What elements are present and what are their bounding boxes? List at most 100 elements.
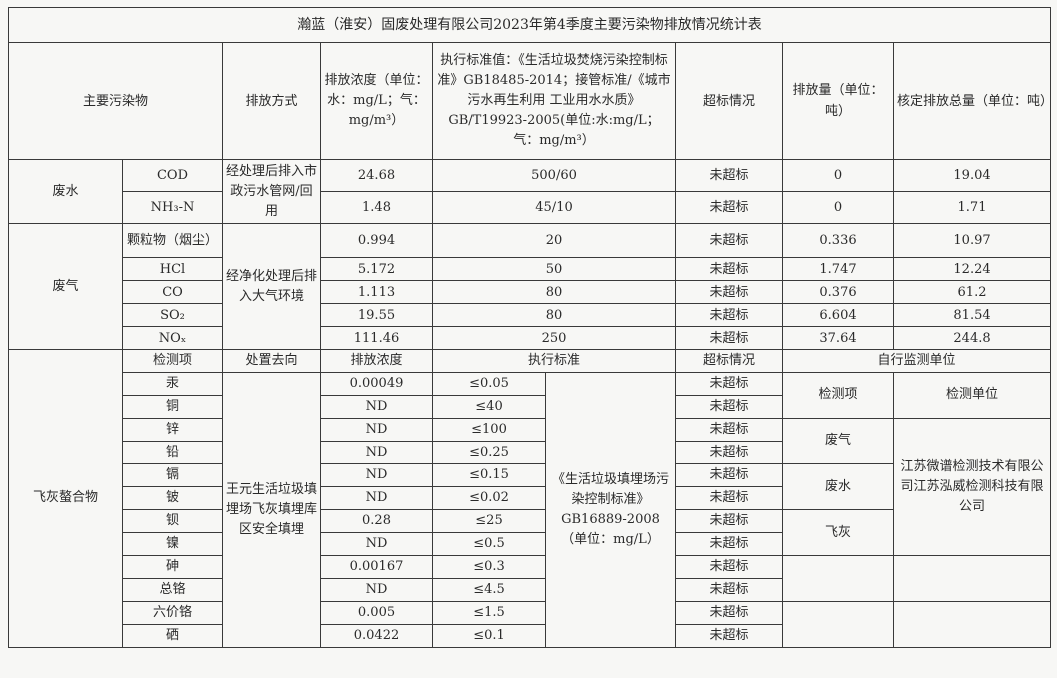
exceed-status: 未超标: [675, 509, 783, 534]
test-item: 砷: [122, 555, 223, 579]
approved-total: 61.2: [892, 280, 1052, 304]
emission-amount: 6.604: [782, 303, 894, 327]
empty-cell: [782, 555, 894, 602]
concentration: ND: [320, 532, 433, 557]
limit-value: ≤0.5: [432, 532, 546, 557]
test-item: 镉: [122, 463, 223, 488]
empty-cell: [892, 555, 1052, 602]
test-item: 总铬: [122, 577, 223, 602]
standard-value: 80: [432, 280, 676, 304]
table-row: CO 1.113 80 未超标 0.376 61.2: [9, 280, 1052, 304]
pollutant-item: 颗粒物（烟尘）: [122, 223, 223, 258]
approved-total: 19.04: [892, 159, 1052, 192]
standard-value: 250: [432, 326, 676, 350]
table-row: 汞王元生活垃圾填埋场飞灰填埋库区安全填埋 0.00049 ≤0.05 《生活垃圾填埋场…: [9, 371, 1052, 648]
table-row: NOₓ 111.46 250 未超标 37.64 244.8: [9, 326, 1052, 350]
limit-value: ≤40: [432, 394, 546, 419]
header-amount: 排放量（单位：吨）: [782, 42, 894, 160]
concentration: ND: [320, 577, 433, 602]
limit-value: ≤1.5: [432, 600, 546, 625]
table-row: 六价铬 0.005 ≤1.5 未超标: [9, 600, 1052, 648]
emission-amount: 37.64: [782, 326, 894, 350]
header-conc: 排放浓度（单位：水：mg/L；气：mg/m³）: [320, 42, 433, 160]
disposal-destination: 王元生活垃圾填埋场飞灰填埋库区安全填埋: [222, 371, 321, 648]
approved-total: 1.71: [892, 191, 1052, 224]
limit-value: ≤0.3: [432, 555, 546, 579]
table-row: 砷 0.00167 ≤0.3 未超标: [9, 555, 1052, 602]
monitor-item: 飞灰: [782, 509, 894, 557]
exceed-status: 未超标: [675, 600, 783, 625]
monitor-item: 废气: [782, 417, 894, 465]
limit-value: ≤0.25: [432, 440, 546, 465]
exceed-status: 未超标: [675, 532, 783, 557]
test-item: 硒: [122, 623, 223, 648]
test-item: 铜: [122, 394, 223, 419]
test-item: 六价铬: [122, 600, 223, 625]
header-method: 排放方式: [222, 42, 321, 160]
test-item: 铍: [122, 486, 223, 511]
header-concentration: 排放浓度: [320, 349, 433, 373]
concentration: ND: [320, 486, 433, 511]
concentration: ND: [320, 463, 433, 488]
concentration: 1.48: [320, 191, 433, 224]
table-row: 镉 ND ≤0.15 未超标 废水: [9, 463, 1051, 511]
wastewater-label: 废水: [8, 159, 123, 224]
exceed-status: 未超标: [675, 463, 783, 488]
standard-value: 80: [432, 303, 676, 327]
table-row: 硒 0.0422 ≤0.1 未超标: [9, 623, 1051, 648]
test-item: 锌: [122, 417, 223, 442]
concentration: 0.00049: [320, 371, 433, 396]
monitor-item: 废水: [782, 463, 894, 511]
header-item: 检测项: [122, 349, 223, 373]
limit-value: ≤0.05: [432, 371, 546, 396]
emission-table: 瀚蓝（淮安）固废处理有限公司2023年第4季度主要污染物排放情况统计表 主要污染…: [7, 7, 1052, 648]
pollutant-item: HCl: [122, 257, 223, 281]
concentration: ND: [320, 394, 433, 419]
emission-amount: 0.336: [782, 223, 894, 258]
pollutant-item: NOₓ: [122, 326, 223, 350]
exceed-status: 未超标: [675, 191, 783, 224]
header-status: 超标情况: [675, 349, 783, 373]
standard-value: 20: [432, 223, 676, 258]
pollutant-item: COD: [122, 159, 223, 192]
exceed-status: 未超标: [675, 326, 783, 350]
exceed-status: 未超标: [675, 555, 783, 579]
limit-value: ≤0.15: [432, 463, 546, 488]
table-row: SO₂ 19.55 80 未超标 6.604 81.54: [9, 303, 1052, 327]
concentration: 19.55: [320, 303, 433, 327]
concentration: ND: [320, 417, 433, 442]
header-exceed: 超标情况: [675, 42, 783, 160]
header-monitor-unit: 自行监测单位: [781, 349, 1052, 373]
header-standard: 执行标准值：《生活垃圾焚烧污染控制标准》GB18485-2014；接管标准/《城…: [432, 42, 676, 160]
approved-total: 12.24: [892, 257, 1052, 281]
concentration: 0.005: [320, 600, 433, 625]
concentration: 0.0422: [320, 623, 433, 648]
header-total: 核定排放总量（单位：吨）: [892, 42, 1052, 160]
emission-amount: 0: [782, 159, 894, 192]
pollutant-item: SO₂: [122, 303, 223, 327]
table-row: 锌 ND ≤100 未超标 废气 江苏微谱检测技术有限公司江苏泓威检测科技有限公司: [9, 417, 1052, 557]
flyash-standard: 《生活垃圾填埋场污染控制标准》GB16889-2008（单位：mg/L）: [545, 371, 676, 648]
standard-value: 500/60: [432, 159, 676, 192]
header-standard: 执行标准: [432, 349, 676, 373]
limit-value: ≤0.02: [432, 486, 546, 511]
exceed-status: 未超标: [675, 280, 783, 304]
table-row: 镍 ND ≤0.5 未超标: [9, 532, 1051, 557]
approved-total: 81.54: [892, 303, 1052, 327]
pollutant-item: CO: [122, 280, 223, 304]
exhaust-label: 废气: [8, 223, 123, 350]
table-title: 瀚蓝（淮安）固废处理有限公司2023年第4季度主要污染物排放情况统计表: [7, 7, 1052, 43]
exceed-status: 未超标: [675, 394, 783, 419]
limit-value: ≤4.5: [432, 577, 546, 602]
concentration: ND: [320, 440, 433, 465]
concentration: 1.113: [320, 280, 433, 304]
standard-value: 50: [432, 257, 676, 281]
concentration: 24.68: [320, 159, 433, 192]
header-destination: 处置去向: [222, 349, 321, 373]
exceed-status: 未超标: [675, 577, 783, 602]
test-item: 汞: [122, 371, 223, 396]
test-item: 钡: [122, 509, 223, 534]
emission-amount: 1.747: [782, 257, 894, 281]
exceed-status: 未超标: [675, 223, 783, 258]
exceed-status: 未超标: [675, 257, 783, 281]
